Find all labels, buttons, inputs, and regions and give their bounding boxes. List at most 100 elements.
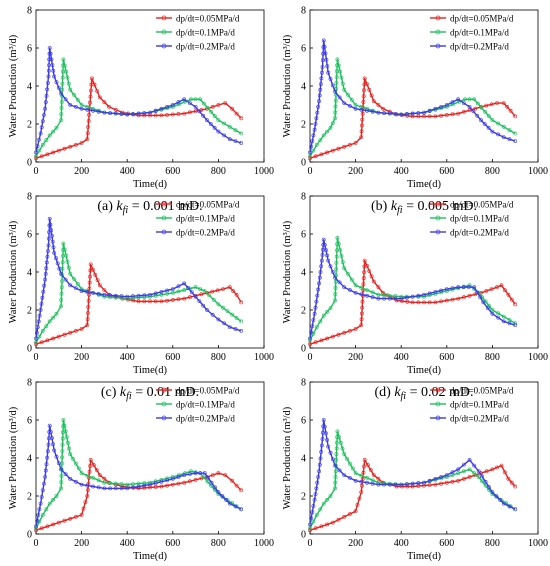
- series-markers-green: [308, 429, 518, 531]
- caption-letter: (a): [97, 199, 113, 214]
- series-line-red: [309, 459, 516, 531]
- data-point: [422, 114, 426, 119]
- data-point: [87, 469, 92, 474]
- data-point: [309, 516, 314, 521]
- data-point: [472, 463, 477, 468]
- data-point: [433, 482, 438, 487]
- data-point: [153, 293, 158, 298]
- legend-marker: [435, 415, 441, 421]
- data-point: [333, 298, 338, 303]
- data-point: [86, 125, 91, 129]
- data-point: [405, 299, 410, 304]
- data-point: [483, 299, 488, 304]
- data-point: [338, 248, 343, 252]
- series-line-red: [35, 459, 242, 531]
- data-point: [484, 469, 489, 474]
- legend-label: dp/dt=0.05MPa/d: [176, 386, 240, 396]
- data-point: [87, 113, 92, 117]
- data-point: [336, 241, 341, 246]
- data-point: [46, 68, 51, 73]
- data-point: [60, 279, 64, 284]
- series-line-blue: [309, 238, 516, 339]
- data-point: [170, 482, 175, 487]
- panel-caption: (d) kfi = 0.02 mD.: [374, 385, 473, 402]
- data-point: [461, 285, 466, 290]
- legend-label: dp/dt=0.2MPa/d: [176, 414, 235, 424]
- data-point: [48, 51, 53, 56]
- data-point: [316, 475, 321, 479]
- data-point: [320, 65, 325, 69]
- y-tick-label: 6: [27, 230, 32, 241]
- data-point: [308, 338, 312, 343]
- data-point: [330, 148, 335, 153]
- data-point: [234, 292, 239, 297]
- data-point: [102, 480, 107, 485]
- data-point: [37, 519, 42, 524]
- data-point: [308, 528, 312, 533]
- data-point: [376, 296, 381, 301]
- data-point: [461, 476, 466, 481]
- data-point: [461, 469, 466, 474]
- x-tick-label: 600: [165, 352, 180, 363]
- legend-marker: [161, 215, 167, 221]
- legend-label: dp/dt=0.2MPa/d: [450, 42, 509, 52]
- data-point: [81, 506, 86, 511]
- data-point: [513, 139, 518, 144]
- data-point: [450, 286, 455, 291]
- data-point: [86, 311, 90, 315]
- data-point: [153, 291, 158, 296]
- data-point: [387, 293, 392, 298]
- data-point: [365, 480, 369, 485]
- data-point: [60, 436, 65, 441]
- data-point: [47, 501, 52, 506]
- data-point: [501, 135, 506, 140]
- data-point: [52, 251, 57, 255]
- data-point: [321, 424, 326, 429]
- data-point: [362, 464, 366, 469]
- data-point: [170, 290, 175, 295]
- data-point: [41, 289, 46, 294]
- data-point: [479, 105, 484, 110]
- data-point: [416, 111, 421, 116]
- data-point: [318, 87, 323, 92]
- data-point: [308, 156, 312, 161]
- data-point: [342, 101, 347, 106]
- data-point: [311, 504, 316, 508]
- data-point: [422, 480, 426, 485]
- data-point: [62, 423, 67, 428]
- data-point: [328, 450, 333, 455]
- data-point: [335, 435, 340, 440]
- data-point: [182, 480, 187, 485]
- x-tick-label: 800: [485, 352, 500, 363]
- data-point: [316, 287, 321, 292]
- y-axis-label: Water Production (m³/d): [8, 406, 19, 509]
- data-point: [159, 292, 164, 297]
- data-point: [334, 440, 339, 445]
- data-point: [313, 154, 318, 159]
- caption-subscript: fi: [401, 391, 407, 402]
- data-point: [439, 105, 444, 109]
- data-point: [189, 290, 194, 295]
- data-point: [507, 504, 512, 509]
- data-point: [404, 482, 409, 487]
- data-point: [64, 253, 69, 258]
- series-markers-red: [34, 262, 244, 347]
- data-point: [43, 468, 48, 473]
- data-point: [205, 290, 209, 295]
- data-point: [68, 144, 73, 149]
- data-point: [44, 266, 49, 271]
- data-point: [210, 312, 215, 317]
- data-point: [365, 475, 369, 480]
- data-point: [39, 526, 44, 531]
- data-point: [365, 288, 369, 293]
- data-point: [362, 88, 366, 93]
- y-tick-label: 0: [27, 158, 32, 169]
- data-point: [234, 316, 239, 320]
- data-point: [182, 111, 187, 116]
- series-markers-blue: [34, 46, 244, 155]
- data-point: [320, 252, 325, 257]
- data-point: [207, 293, 212, 298]
- data-point: [187, 472, 192, 477]
- y-tick-label: 2: [301, 492, 306, 503]
- data-point: [91, 463, 96, 467]
